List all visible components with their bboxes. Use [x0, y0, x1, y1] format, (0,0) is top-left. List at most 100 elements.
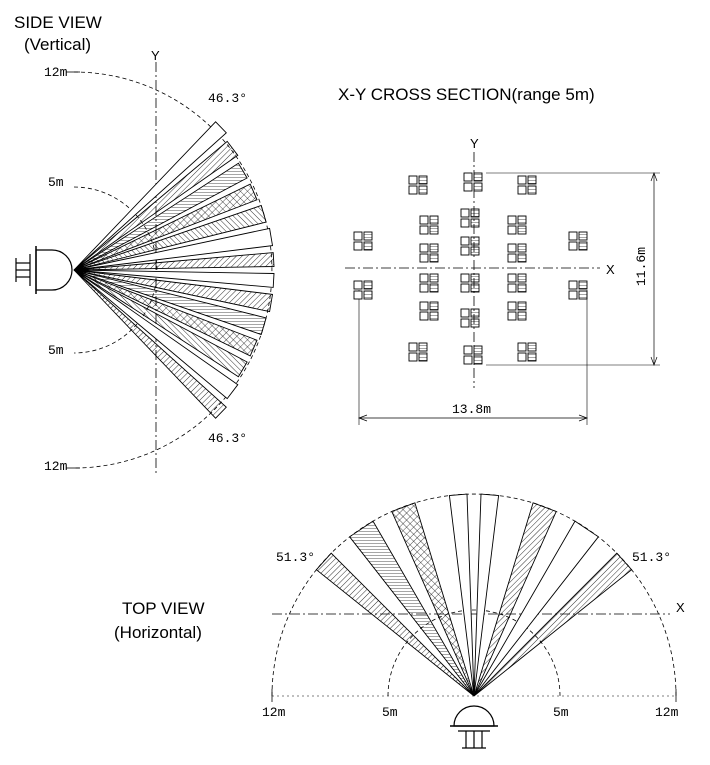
- cross-section: X-Y CROSS SECTION(range 5m) Y X 11.6m 13…: [338, 85, 660, 425]
- cross-zone-cell: [419, 225, 429, 235]
- cross-zone-group: [507, 301, 527, 321]
- cross-zone-group: [517, 175, 537, 195]
- cross-zone-cell: [429, 225, 439, 235]
- side-view: SIDE VIEW (Vertical) Y 46.3° 46.3° 12m 5…: [14, 13, 275, 475]
- side-beam-zone: [73, 252, 275, 271]
- cross-zone-cell: [507, 225, 517, 235]
- top-view: TOP VIEW (Horizontal) X 51.3° 51.3° 12m …: [114, 493, 685, 749]
- cross-zone-cell: [463, 182, 473, 192]
- cross-zone-cell: [363, 231, 373, 241]
- side-beam-zone: [73, 269, 275, 288]
- cross-zone-cell: [527, 352, 537, 362]
- cross-zone-cell: [507, 283, 517, 293]
- cross-zone-group: [507, 273, 527, 293]
- cross-zone-group: [419, 301, 439, 321]
- side-beam-zone: [73, 121, 227, 271]
- cross-zone-group: [408, 175, 428, 195]
- side-range-arc-12m: [73, 71, 273, 469]
- cross-zone-group: [517, 342, 537, 362]
- cross-zone-cell: [418, 342, 428, 352]
- side-beam-zone: [73, 269, 248, 378]
- cross-zone-cell: [527, 175, 537, 185]
- top-range-label-left-5m: 5m: [382, 705, 398, 720]
- cross-zone-group: [460, 236, 480, 256]
- cross-zone-group: [408, 342, 428, 362]
- top-range-label-right-5m: 5m: [553, 705, 569, 720]
- side-view-title: SIDE VIEW: [14, 13, 102, 32]
- cross-section-zones: [353, 172, 588, 365]
- cross-zone-cell: [507, 301, 517, 311]
- cross-zone-cell: [568, 280, 578, 290]
- cross-zone-cell: [419, 253, 429, 263]
- cross-zone-cell: [429, 301, 439, 311]
- side-beam-zone: [73, 269, 274, 313]
- cross-zone-cell: [353, 280, 363, 290]
- side-beam-zone: [73, 162, 248, 271]
- cross-zone-cell: [527, 185, 537, 195]
- cross-zone-cell: [507, 273, 517, 283]
- cross-y-axis-label: Y: [470, 136, 479, 151]
- cross-zone-cell: [470, 236, 480, 246]
- cross-zone-cell: [363, 290, 373, 300]
- cross-zone-cell: [507, 243, 517, 253]
- cross-zone-cell: [460, 246, 470, 256]
- cross-zone-cell: [419, 311, 429, 321]
- cross-zone-cell: [419, 273, 429, 283]
- side-beam-zone: [73, 183, 258, 271]
- cross-zone-cell: [470, 318, 480, 328]
- cross-zone-cell: [419, 243, 429, 253]
- cross-zone-group: [419, 273, 439, 293]
- side-range-label-bottom-5m: 5m: [48, 343, 64, 358]
- cross-zone-cell: [517, 185, 527, 195]
- cross-zone-cell: [460, 308, 470, 318]
- cross-zone-cell: [418, 185, 428, 195]
- cross-zone-cell: [463, 172, 473, 182]
- cross-zone-cell: [517, 273, 527, 283]
- cross-zone-cell: [470, 208, 480, 218]
- cross-zone-group: [419, 243, 439, 263]
- cross-zone-cell: [473, 345, 483, 355]
- cross-zone-cell: [568, 241, 578, 251]
- cross-width-arrow-left: [358, 414, 368, 422]
- cross-zone-cell: [527, 342, 537, 352]
- cross-zone-cell: [353, 231, 363, 241]
- cross-zone-cell: [429, 243, 439, 253]
- side-beam-zone: [73, 227, 274, 271]
- cross-width-dimension-label: 13.8m: [452, 402, 491, 417]
- side-beams: [73, 121, 275, 419]
- top-x-axis-label: X: [676, 600, 685, 615]
- top-beam-zone: [473, 520, 600, 697]
- cross-zone-group: [353, 231, 373, 251]
- cross-height-arrow-top: [650, 172, 658, 182]
- cross-zone-cell: [460, 273, 470, 283]
- cross-zone-cell: [578, 290, 588, 300]
- top-angle-right-label: 51.3°: [632, 550, 671, 565]
- side-range-label-top-12m: 12m: [44, 65, 68, 80]
- cross-zone-cell: [363, 241, 373, 251]
- cross-zone-group: [419, 215, 439, 235]
- cross-zone-cell: [507, 311, 517, 321]
- cross-zone-cell: [517, 342, 527, 352]
- top-range-label-left-12m: 12m: [262, 705, 286, 720]
- cross-zone-cell: [408, 185, 418, 195]
- side-range-label-bottom-12m: 12m: [44, 459, 68, 474]
- top-beam-zone: [473, 493, 500, 697]
- cross-zone-cell: [517, 175, 527, 185]
- cross-section-title: X-Y CROSS SECTION(range 5m): [338, 85, 595, 104]
- side-angle-top-label: 46.3°: [208, 91, 247, 106]
- side-beam-zone: [73, 269, 239, 400]
- cross-zone-cell: [429, 273, 439, 283]
- cross-zone-cell: [419, 283, 429, 293]
- side-range-arc-5m: [73, 186, 158, 354]
- side-beam-zone: [73, 269, 267, 336]
- cross-zone-cell: [568, 231, 578, 241]
- cross-zone-cell: [419, 215, 429, 225]
- cross-zone-cell: [353, 241, 363, 251]
- cross-zone-cell: [517, 311, 527, 321]
- side-beam-zone: [73, 269, 258, 357]
- cross-zone-cell: [429, 283, 439, 293]
- top-range-arc-12m: [271, 493, 677, 697]
- cross-zone-cell: [470, 218, 480, 228]
- cross-zone-group: [353, 280, 373, 300]
- cross-zone-cell: [473, 355, 483, 365]
